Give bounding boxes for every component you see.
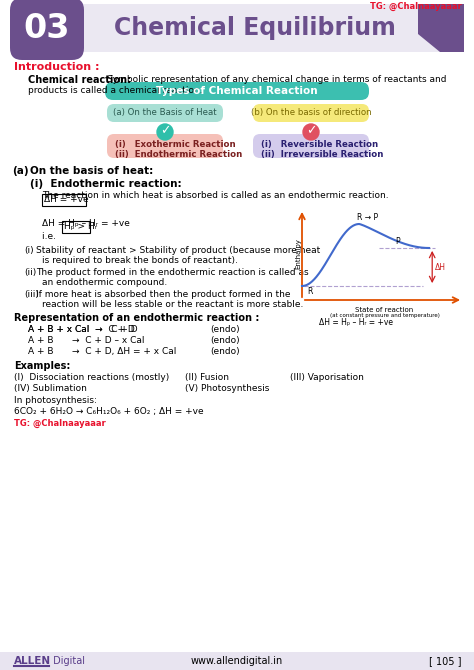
Text: Symbolic representation of any chemical change in terms of reactants and: Symbolic representation of any chemical … [107,75,447,84]
Bar [0,652,474,670]
Text: A + B + x Cal  →   C + D: A + B + x Cal → C + D [28,325,137,334]
Text: (V) Photosynthesis: (V) Photosynthesis [185,384,269,393]
Text: The product formed in the endothermic reaction is called as: The product formed in the endothermic re… [36,268,309,277]
Text: (II) Fusion: (II) Fusion [185,373,229,382]
FancyBboxPatch shape [10,0,84,60]
Text: TG: @Chalnaayaaar: TG: @Chalnaayaaar [14,419,106,428]
Text: If more heat is absorbed then the product formed in the: If more heat is absorbed then the produc… [36,290,291,299]
Text: →  C + D, ΔH = + x Cal: → C + D, ΔH = + x Cal [72,347,176,356]
Text: R: R [307,287,312,296]
Text: Representation of an endothermic reaction :: Representation of an endothermic reactio… [14,313,259,323]
Text: (i)   Exothermic Reaction: (i) Exothermic Reaction [115,140,236,149]
Text: (i): (i) [24,246,34,255]
Text: →  C + D – x Cal: → C + D – x Cal [72,336,145,345]
FancyBboxPatch shape [107,134,223,158]
FancyBboxPatch shape [10,4,464,52]
Text: (I)  Dissociation reactions (mostly): (I) Dissociation reactions (mostly) [14,373,169,382]
Text: Hₚ > Hᵣ: Hₚ > Hᵣ [64,222,97,232]
Text: (iii): (iii) [24,290,39,299]
Text: an endothermic compound.: an endothermic compound. [42,278,167,287]
Text: (a) On the Basis of Heat: (a) On the Basis of Heat [113,109,217,117]
Text: A + B: A + B [28,347,54,356]
Bar [42,194,86,206]
Bar [62,221,90,233]
Text: The reaction in which heat is absorbed is called as an endothermic reaction.: The reaction in which heat is absorbed i… [42,191,389,200]
Text: Digital: Digital [50,656,85,666]
Text: Types of Chemical Reaction: Types of Chemical Reaction [156,86,318,96]
Text: Enthalpy: Enthalpy [295,238,301,269]
Text: (b) On the basis of direction: (b) On the basis of direction [251,109,371,117]
Text: is required to break the bonds of reactant).: is required to break the bonds of reacta… [42,256,238,265]
Text: i.e.: i.e. [42,232,64,241]
Text: (ii)  Endothermic Reaction: (ii) Endothermic Reaction [115,150,242,159]
Text: (i)   Reversible Reaction: (i) Reversible Reaction [261,140,378,149]
Text: (ii)  Irreversible Reaction: (ii) Irreversible Reaction [261,150,383,159]
FancyBboxPatch shape [107,104,223,122]
Text: (IV) Sublimation: (IV) Sublimation [14,384,87,393]
Text: 03: 03 [24,13,70,46]
Text: 6CO₂ + 6H₂O → C₆H₁₂O₆ + 6O₂ ; ΔH = +ve: 6CO₂ + 6H₂O → C₆H₁₂O₆ + 6O₂ ; ΔH = +ve [14,407,204,416]
Text: R → P: R → P [356,213,378,222]
Text: ✓: ✓ [160,125,170,137]
Text: (endo): (endo) [210,347,240,356]
Text: (III) Vaporisation: (III) Vaporisation [290,373,364,382]
Text: ΔH = Hₚ – Hᵣ = +ve: ΔH = Hₚ – Hᵣ = +ve [42,219,130,228]
Text: ALLEN: ALLEN [14,656,51,666]
Circle shape [303,124,319,140]
FancyBboxPatch shape [253,104,369,122]
Text: (endo): (endo) [210,336,240,345]
Text: products is called a chemical reaction.: products is called a chemical reaction. [28,86,202,95]
Text: A + B: A + B [28,336,54,345]
Text: (i)  Endothermic reaction:: (i) Endothermic reaction: [30,179,182,189]
Text: (at constant pressure and temperature): (at constant pressure and temperature) [329,313,439,318]
Text: ΔH = Hₚ – Hᵣ = +ve: ΔH = Hₚ – Hᵣ = +ve [319,318,393,327]
Text: In photosynthesis:: In photosynthesis: [14,396,97,405]
FancyBboxPatch shape [253,134,369,158]
Text: TG: @Chalnaayaaar: TG: @Chalnaayaaar [370,2,462,11]
Text: State of reaction: State of reaction [356,307,414,313]
Text: ΔH: ΔH [435,263,446,271]
Text: (a): (a) [12,166,28,176]
Text: On the basis of heat:: On the basis of heat: [30,166,153,176]
Text: (endo): (endo) [210,325,240,334]
Polygon shape [418,4,464,52]
Circle shape [157,124,173,140]
Text: Stability of reactant > Stability of product (because more heat: Stability of reactant > Stability of pro… [36,246,320,255]
Text: [ 105 ]: [ 105 ] [429,656,462,666]
Text: Examples:: Examples: [14,361,70,371]
Text: ✓: ✓ [306,125,316,137]
Text: ΔH = +ve: ΔH = +ve [44,196,89,204]
Text: (endo): (endo) [0,669,1,670]
Text: reaction will be less stable or the reactant is more stable.: reaction will be less stable or the reac… [42,300,303,309]
Text: Chemical reaction:: Chemical reaction: [28,75,131,85]
Text: →   C + D: → C + D [0,669,1,670]
Text: www.allendigital.in: www.allendigital.in [191,656,283,666]
Text: Chemical Equilibrium: Chemical Equilibrium [114,16,396,40]
Text: A + B + x Cal  →  C + D: A + B + x Cal → C + D [28,325,135,334]
FancyBboxPatch shape [105,82,369,100]
Text: P: P [395,237,400,246]
Text: (ii): (ii) [24,268,36,277]
Text: Introduction :: Introduction : [14,62,100,72]
